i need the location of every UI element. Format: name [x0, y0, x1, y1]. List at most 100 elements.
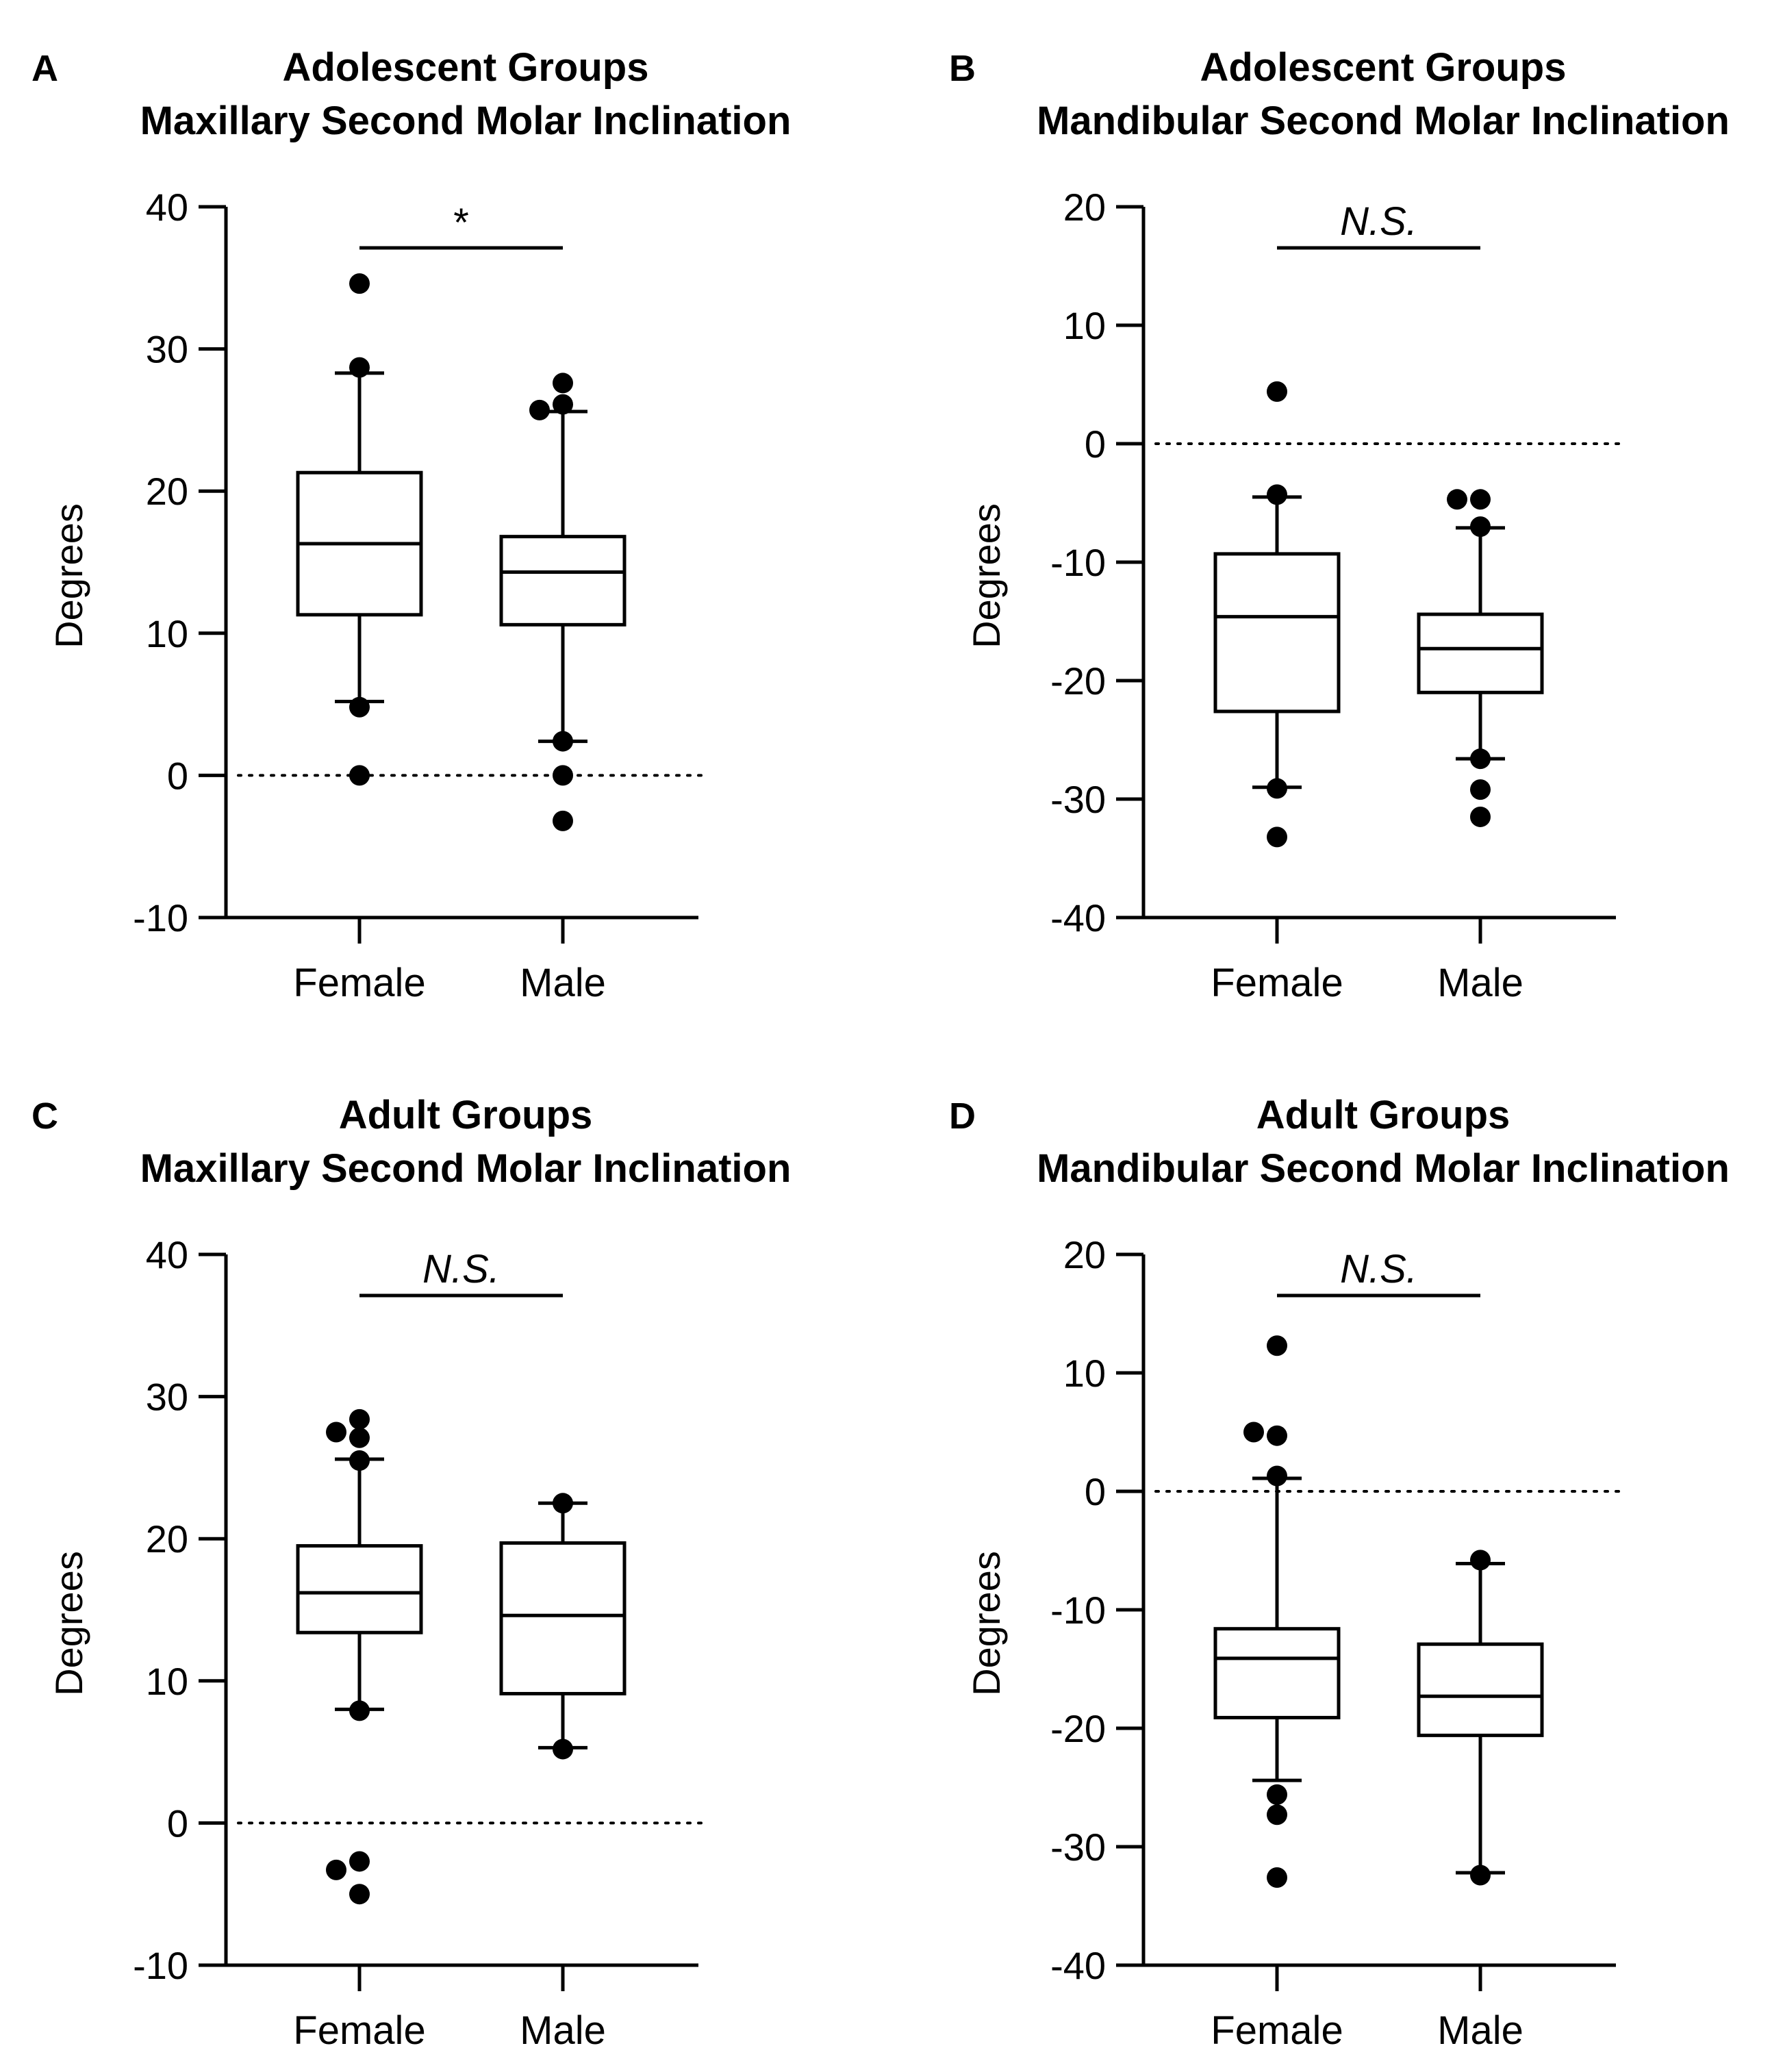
outlier-point — [349, 1450, 370, 1471]
chart-title-line2: Mandibular Second Molar Inclination — [1037, 99, 1730, 143]
outlier-point — [349, 357, 370, 378]
y-tick-label: -10 — [133, 1944, 188, 1987]
x-tick-label-male: Male — [520, 961, 606, 1005]
significance-label: * — [453, 201, 469, 245]
outlier-point — [1470, 1865, 1491, 1886]
y-tick-label: 20 — [1063, 1233, 1106, 1276]
y-tick-label: -10 — [133, 896, 188, 939]
outlier-point — [1470, 779, 1491, 800]
significance-label: N.S. — [422, 1247, 500, 1291]
y-tick-label: 40 — [146, 186, 188, 229]
y-tick-label: 0 — [1085, 1470, 1106, 1513]
chart-panel-b: B Adolescent Groups Mandibular Second Mola… — [949, 45, 1730, 1005]
outlier-point — [553, 372, 573, 394]
y-tick-label: 20 — [146, 1517, 188, 1561]
y-tick-label: 0 — [167, 1802, 188, 1845]
panel-letter: A — [31, 48, 58, 89]
y-tick-label: 30 — [146, 1376, 188, 1419]
iqr-box — [499, 1541, 627, 1695]
outlier-point — [553, 765, 573, 786]
chart-title-line2: Mandibular Second Molar Inclination — [1037, 1146, 1730, 1191]
outlier-point — [326, 1422, 346, 1443]
chart-title-line2: Maxillary Second Molar Inclination — [140, 99, 792, 143]
outlier-point — [1470, 1550, 1491, 1571]
panel-letter: C — [31, 1096, 58, 1137]
y-tick-label: 10 — [1063, 304, 1106, 347]
y-tick-label: -10 — [1050, 541, 1106, 584]
y-tick-label: 30 — [146, 328, 188, 371]
x-tick-label-female: Female — [293, 2008, 425, 2053]
x-tick-label-male: Male — [1437, 2008, 1523, 2053]
y-tick-label: -20 — [1050, 659, 1106, 703]
outlier-point — [1470, 489, 1491, 510]
outlier-point — [1267, 826, 1287, 848]
outlier-point — [1470, 516, 1491, 538]
panel-letter: B — [949, 48, 976, 89]
outlier-point — [553, 394, 573, 415]
chart-title-line1: Adult Groups — [339, 1093, 593, 1137]
box-male — [1417, 1550, 1544, 1886]
y-tick-label: 0 — [167, 754, 188, 797]
outlier-point — [1267, 1335, 1287, 1356]
y-axis-label: Degrees — [47, 503, 90, 648]
iqr-box — [1417, 1642, 1544, 1737]
panel-letter: D — [949, 1096, 976, 1137]
y-tick-label: -20 — [1050, 1707, 1106, 1750]
outlier-point — [1470, 806, 1491, 827]
y-tick-label: 20 — [1063, 186, 1106, 229]
outlier-point — [1267, 381, 1287, 402]
y-axis-label: Degrees — [47, 1551, 90, 1696]
y-tick-label: -10 — [1050, 1589, 1106, 1632]
iqr-box — [1213, 1627, 1341, 1719]
y-tick-label: 10 — [146, 612, 188, 655]
outlier-point — [349, 1884, 370, 1905]
chart-title-line1: Adolescent Groups — [1200, 45, 1567, 90]
y-tick-label: -30 — [1050, 1825, 1106, 1869]
outlier-point — [349, 1408, 370, 1430]
box-male — [499, 1493, 627, 1760]
outlier-point — [1267, 1784, 1287, 1805]
y-tick-label: -40 — [1050, 1944, 1106, 1987]
y-axis-label: Degrees — [965, 503, 1008, 648]
outlier-point — [349, 1851, 370, 1872]
box-female — [296, 273, 423, 786]
chart-panel-c: C Adult Groups Maxillary Second Molar Incl… — [31, 1093, 791, 2053]
y-tick-label: 0 — [1085, 422, 1106, 466]
outlier-point — [1267, 778, 1287, 799]
outlier-point — [553, 1493, 573, 1514]
outlier-point — [1267, 484, 1287, 505]
significance-label: N.S. — [1340, 1247, 1417, 1291]
outlier-point — [553, 1739, 573, 1760]
outlier-point — [1267, 1425, 1287, 1446]
x-tick-label-male: Male — [520, 2008, 606, 2053]
chart-title-line1: Adult Groups — [1256, 1093, 1510, 1137]
chart-panel-a: A Adolescent Groups Maxillary Second Molar… — [31, 45, 791, 1005]
box-female — [1213, 381, 1341, 848]
chart-title-line1: Adolescent Groups — [283, 45, 649, 90]
y-tick-label: -40 — [1050, 896, 1106, 939]
box-male — [1417, 489, 1544, 827]
outlier-point — [349, 696, 370, 718]
y-axis-label: Degrees — [965, 1551, 1008, 1696]
chart-panel-d: D Adult Groups Mandibular Second Molar Inc… — [949, 1093, 1730, 2053]
x-tick-label-female: Female — [1211, 961, 1343, 1005]
x-tick-label-female: Female — [293, 961, 425, 1005]
y-tick-label: 40 — [146, 1233, 188, 1276]
outlier-point — [349, 765, 370, 786]
significance-label: N.S. — [1340, 199, 1417, 244]
y-tick-label: 10 — [146, 1660, 188, 1703]
outlier-point — [349, 273, 370, 294]
outlier-point — [1447, 489, 1467, 510]
outlier-point — [1243, 1422, 1264, 1443]
outlier-point — [1267, 1867, 1287, 1888]
x-tick-label-female: Female — [1211, 2008, 1343, 2053]
box-female — [296, 1408, 423, 1905]
iqr-box — [296, 1544, 423, 1634]
iqr-box — [499, 535, 627, 627]
y-tick-label: 10 — [1063, 1352, 1106, 1395]
outlier-point — [553, 810, 573, 831]
y-tick-label: 20 — [146, 470, 188, 513]
box-male — [499, 372, 627, 831]
iqr-box — [1417, 612, 1544, 694]
